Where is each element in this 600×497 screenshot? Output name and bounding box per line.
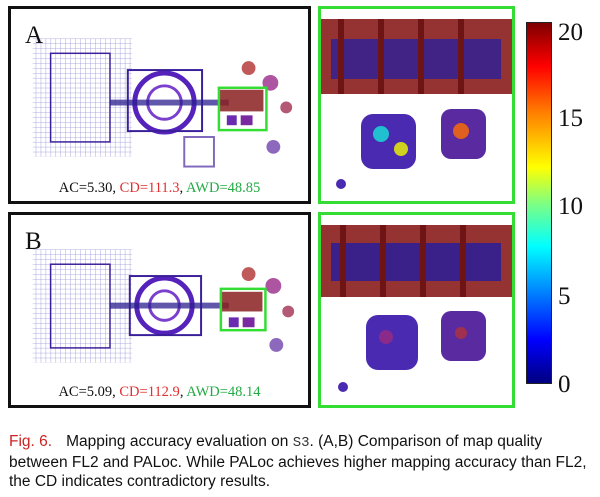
panel-b-label: B [25, 228, 42, 255]
zoom-map-a [321, 19, 512, 189]
caption-text-before: Mapping accuracy evaluation on [66, 433, 293, 450]
panel-a-cd: CD=111.3 [119, 179, 180, 196]
panel-a-awd: AWD=48.85 [186, 179, 261, 196]
caption-text-after: . (A,B) Comparison of map quality betwee… [9, 433, 587, 490]
point-cloud-map-b [32, 249, 295, 363]
panel-a-sep-1: , [112, 179, 120, 196]
panel-b-cd: CD=112.9 [119, 383, 180, 400]
zoom-map-b [321, 225, 512, 392]
caption-dataset: S3 [292, 435, 310, 451]
panel-b-zoom [318, 212, 515, 408]
panel-b-awd: AWD=48.14 [186, 383, 261, 400]
colorbar-tick-15: 15 [558, 105, 583, 132]
colorbar-tick-0: 0 [558, 371, 571, 398]
panel-b-ac: AC=5.09 [58, 383, 113, 400]
panel-a-label: A [25, 22, 44, 49]
figure-caption: Fig. 6. Mapping accuracy evaluation on S3… [9, 432, 594, 491]
panel-b-sep-2: , [179, 383, 187, 400]
point-cloud-map-a [32, 38, 293, 168]
panel-a-sep-2: , [179, 179, 186, 196]
colorbar-tick-5: 5 [558, 283, 571, 310]
colorbar-tick-10: 10 [558, 193, 583, 220]
panel-a-map: A AC=5.30, CD=111.3, AWD=48.85 [8, 6, 311, 204]
panel-b-metrics: AC=5.09, CD=112.9, AWD=48.14 [11, 383, 308, 400]
panel-b-sep-1: , [112, 383, 120, 400]
panel-a-zoom [318, 6, 515, 204]
caption-label: Fig. 6. [9, 433, 53, 450]
panel-a-ac: AC=5.30 [58, 179, 113, 196]
colorbar-tick-20: 20 [558, 19, 583, 46]
colorbar [526, 22, 552, 384]
panel-b-map: B AC=5.09, CD=112.9, AWD=48.14 [8, 212, 311, 408]
panel-a-metrics: AC=5.30, CD=111.3, AWD=48.85 [11, 179, 308, 196]
